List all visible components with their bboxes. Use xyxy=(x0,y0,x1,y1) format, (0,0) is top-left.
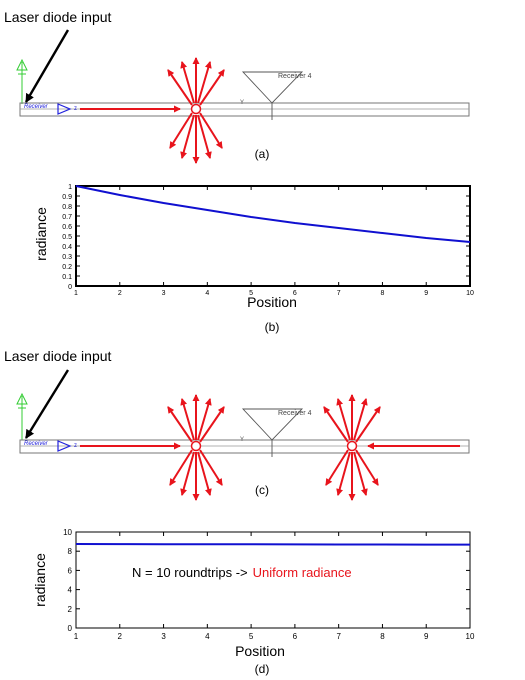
chart-d: radiance N = 10 roundtrips -> Uniform rad… xyxy=(32,528,475,676)
source-icon: Receiver z xyxy=(24,103,77,115)
x-tick-label: 4 xyxy=(205,632,210,641)
y-tick-label: 4 xyxy=(68,586,73,595)
receiver-label: Receiver 4 xyxy=(278,410,312,417)
scatter-point-2 xyxy=(346,440,358,452)
x-tick-label: 10 xyxy=(466,632,475,641)
y-tick-label: 0 xyxy=(68,624,73,633)
y-axis-glyph xyxy=(16,58,28,104)
source-icon: Receiver z xyxy=(24,440,77,452)
x-tick-label: 3 xyxy=(161,632,166,641)
y-tick-label: 0.4 xyxy=(62,244,72,251)
series-line xyxy=(75,543,471,546)
x-tick-label: 1 xyxy=(74,632,79,641)
laser-input-arrow xyxy=(24,369,70,439)
y-tick-label: 2 xyxy=(68,605,73,614)
x-tick-label: 7 xyxy=(337,290,341,297)
y-tick-label: 6 xyxy=(68,566,73,575)
svg-text:z: z xyxy=(74,106,77,112)
series-line xyxy=(75,185,471,243)
y-tick-label: 0.6 xyxy=(62,224,72,231)
svg-text:z: z xyxy=(74,443,77,449)
x-tick-label: 6 xyxy=(293,290,297,297)
scatter-point-1 xyxy=(190,440,202,452)
x-tick-label: 10 xyxy=(466,290,474,297)
x-tick-label: 3 xyxy=(162,290,166,297)
x-tick-label: 2 xyxy=(118,632,123,641)
plot-frame xyxy=(75,531,471,629)
scatter-arrows-2 xyxy=(323,394,381,501)
y-tick-label: 10 xyxy=(63,528,72,537)
chart-d-ylabel: radiance xyxy=(32,553,48,607)
y-tick-label: 8 xyxy=(68,547,73,556)
y-tick-label: 0.1 xyxy=(62,274,72,281)
x-tick-label: 8 xyxy=(380,632,385,641)
laser-diode-input-label: Laser diode input xyxy=(4,9,112,25)
chart-d-annotation: N = 10 roundtrips -> Uniform radiance xyxy=(132,565,352,580)
x-tick-label: 5 xyxy=(249,632,254,641)
x-tick-label: 2 xyxy=(118,290,122,297)
y-tick-label: 0.3 xyxy=(62,254,72,261)
laser-input-arrow xyxy=(24,29,70,103)
y-tick-label: 0.5 xyxy=(62,234,72,241)
scatter-arrows-1 xyxy=(167,394,225,501)
x-tick-label: 7 xyxy=(336,632,341,641)
laser-diode-input-label: Laser diode input xyxy=(4,348,112,364)
chart-d-caption: (d) xyxy=(255,662,270,676)
svg-text:Y: Y xyxy=(240,437,244,443)
receiver-cone: Receiver 4 Y xyxy=(240,408,312,457)
chart-b-ylabel: radiance xyxy=(33,207,49,261)
y-tick-label: 0 xyxy=(68,284,72,291)
x-tick-label: 8 xyxy=(380,290,384,297)
chart-b: radiance Position (b) 1 2 3 4 5 6 7 8 9 10 0 0.1 0.2… xyxy=(33,184,474,334)
caption-a: (a) xyxy=(255,147,270,161)
chart-d-xlabel: Position xyxy=(235,643,285,659)
waveguide-rod xyxy=(19,439,470,454)
scatter-arrows xyxy=(167,57,225,164)
x-tick-label: 4 xyxy=(205,290,209,297)
x-tick-label: 1 xyxy=(74,290,78,297)
svg-text:Receiver: Receiver xyxy=(24,104,49,110)
y-axis-glyph xyxy=(16,392,28,440)
chart-b-xlabel: Position xyxy=(247,294,297,310)
panel-c-schematic: Laser diode input Receiver z Receiver 4 … xyxy=(4,348,470,501)
y-tick-label: 1 xyxy=(68,184,72,191)
receiver-cone: Receiver 4 Y xyxy=(240,71,312,120)
y-tick-label: 0.9 xyxy=(62,194,72,201)
chart-b-caption: (b) xyxy=(265,320,280,334)
x-tick-label: 9 xyxy=(424,632,429,641)
waveguide-rod xyxy=(19,102,470,117)
scatter-point xyxy=(190,103,202,115)
svg-text:Receiver: Receiver xyxy=(24,441,49,447)
y-tick-label: 0.2 xyxy=(62,264,72,271)
svg-text:Y: Y xyxy=(240,100,244,106)
panel-a-schematic: Laser diode input Receiver z Receiver 4 … xyxy=(4,9,470,164)
caption-c: (c) xyxy=(255,483,269,497)
y-tick-label: 0.7 xyxy=(62,214,72,221)
x-tick-label: 9 xyxy=(424,290,428,297)
x-tick-label: 5 xyxy=(249,290,253,297)
x-tick-label: 6 xyxy=(293,632,298,641)
y-tick-label: 0.8 xyxy=(62,204,72,211)
receiver-label: Receiver 4 xyxy=(278,73,312,80)
